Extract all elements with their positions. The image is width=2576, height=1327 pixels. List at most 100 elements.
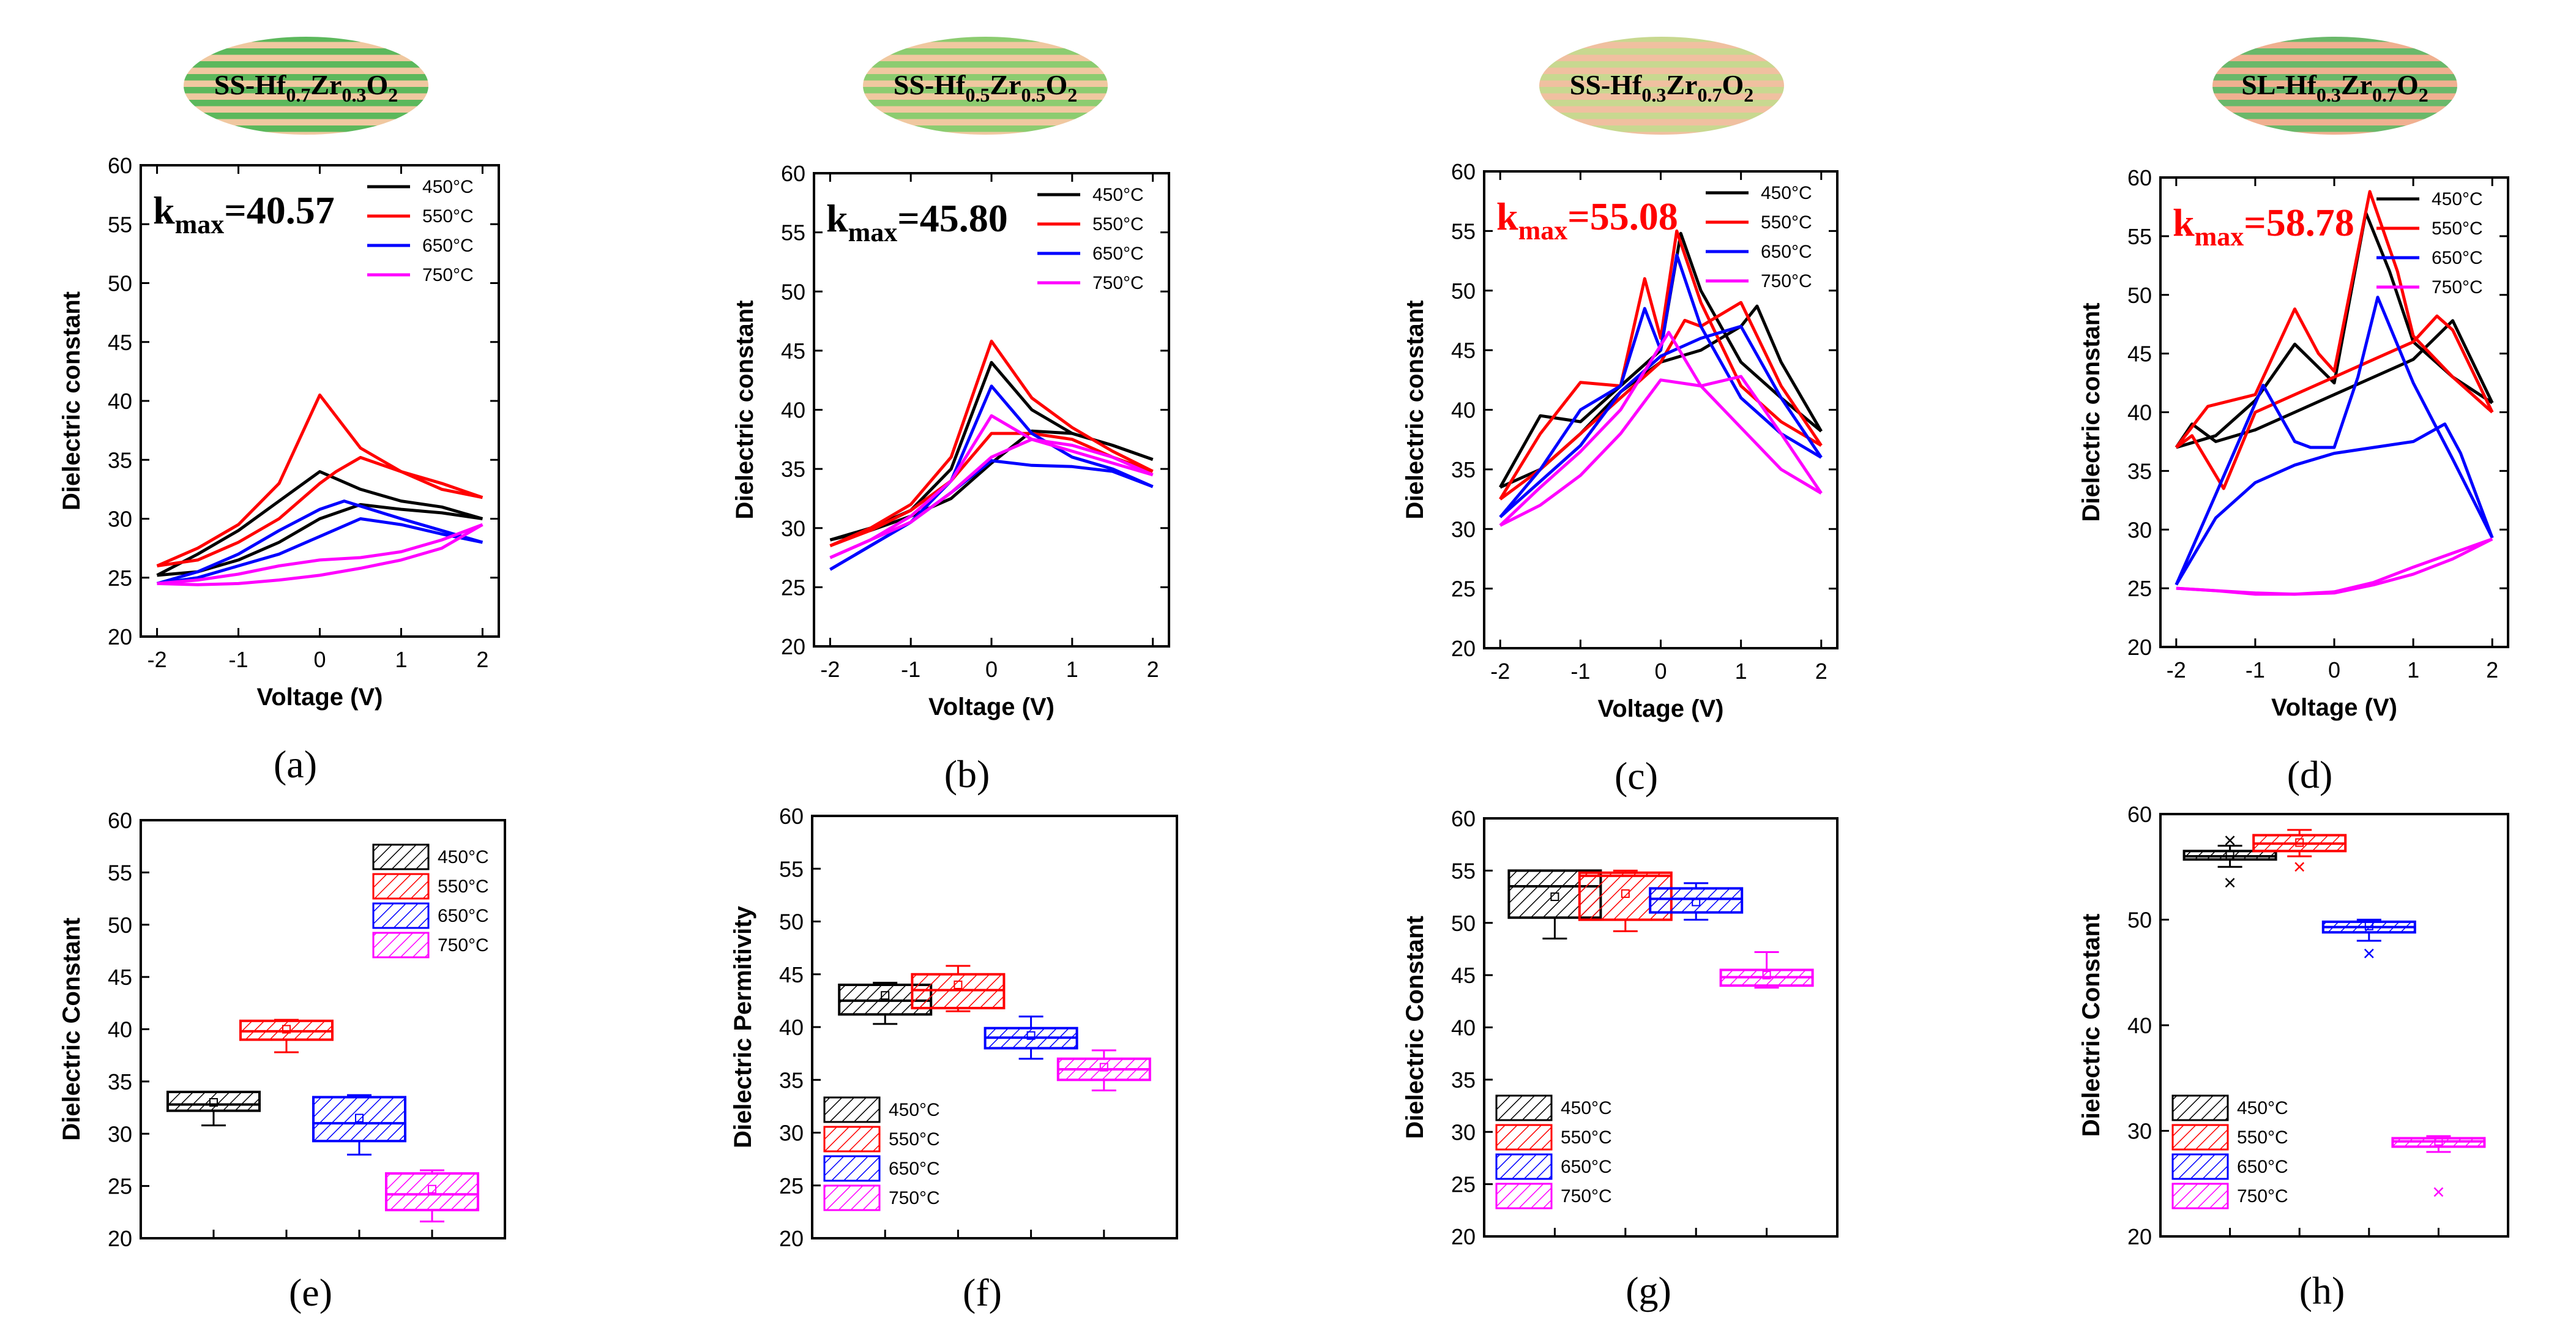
y-tick-label: 60 (108, 808, 132, 833)
series-line-650-reverse (157, 517, 483, 585)
x-tick-label: 0 (313, 647, 326, 672)
box-650 (984, 1015, 1078, 1060)
panel-title: SL-Hf0.3​Zr0.7​O2​ (2241, 69, 2429, 106)
box-750 (1056, 1049, 1151, 1091)
series-line-650-reverse (829, 459, 1154, 571)
box-mean (1762, 971, 1771, 980)
kmax-k: k (153, 189, 175, 232)
title-stripe (1539, 132, 1784, 135)
kmax-k: k (826, 196, 848, 240)
panel-label: (b) (944, 752, 990, 796)
x-tick-label: 0 (1654, 659, 1667, 684)
x-tick-label: -1 (2246, 657, 2265, 682)
y-tick-label: 55 (2127, 224, 2152, 249)
y-tick-label: 50 (781, 279, 805, 304)
outlier-stroke-b (2433, 1187, 2444, 1197)
y-tick-label: 55 (1451, 858, 1476, 883)
y-tick-label: 45 (1451, 338, 1476, 363)
y-tick-label: 60 (2127, 165, 2152, 190)
title-stripe (184, 100, 428, 107)
legend-label: 750°C (1761, 271, 1812, 291)
title-stripe (184, 80, 428, 87)
y-axis-label: Dielectric constant (1402, 301, 1428, 520)
y-tick-label: 40 (781, 398, 805, 423)
title-stripe (863, 37, 1108, 42)
title-stripe (2212, 48, 2457, 55)
legend-label: 750°C (422, 265, 474, 285)
legend-label: 750°C (1561, 1186, 1612, 1206)
panel-title: SS-Hf0.3​Zr0.7​O2​ (1570, 69, 1753, 106)
y-tick-label: 40 (1451, 1015, 1476, 1041)
legend-swatch (823, 1096, 881, 1123)
title-subscript: 0.7 (286, 84, 310, 106)
y-axis-label: Dielectric constant (2078, 303, 2105, 522)
title-stripe (863, 100, 1108, 107)
y-tick-label: 35 (779, 1067, 804, 1093)
title-stripe (863, 87, 1108, 94)
y-axis-label: Dielectric Constant (1402, 916, 1428, 1139)
series-line-550-reverse (157, 455, 483, 567)
y-tick-label: 45 (781, 338, 805, 364)
y-tick-label: 25 (1451, 1172, 1476, 1197)
box-mean (881, 991, 890, 1000)
box-outlier (2364, 948, 2374, 959)
title-subscript: 0.3 (1641, 84, 1666, 106)
title-stripe (863, 67, 1108, 74)
title-subscript: 0.7 (1697, 84, 1722, 106)
title-stripe (2212, 125, 2457, 132)
box-body (1649, 887, 1744, 914)
y-tick-label: 40 (108, 1017, 132, 1042)
x-tick-label: 2 (2486, 657, 2498, 682)
box-650 (2321, 919, 2416, 959)
curves (2175, 190, 2494, 596)
y-tick-label: 20 (779, 1226, 804, 1251)
kmax-value: =45.80 (897, 196, 1007, 240)
title-text: Zr (2341, 69, 2372, 100)
legend-label: 550°C (2237, 1127, 2288, 1148)
y-tick-label: 30 (108, 1121, 132, 1146)
legend-label: 550°C (2432, 219, 2483, 239)
top-row: SS-Hf0.7​Zr0.3​O2​202530354045505560-2-1… (58, 37, 2509, 798)
legend-label: 550°C (1761, 212, 1812, 233)
panel-f: 20 25 30 35 40 45 50 55 60 Dielectric Permitivity… (730, 804, 1178, 1314)
y-tick-label: 40 (108, 389, 132, 414)
y-tick-label: 40 (2127, 400, 2152, 425)
title-stripe (863, 74, 1108, 81)
series-line-550-forward (2175, 190, 2493, 449)
title-subscript: 0.5 (1021, 84, 1045, 106)
title-stripe (184, 74, 428, 81)
legend-swatch (2171, 1124, 2229, 1151)
y-tick-label: 35 (108, 447, 132, 473)
title-stripe (2212, 106, 2457, 113)
curves (156, 393, 483, 586)
kmax-sub: max (1518, 215, 1568, 245)
curves (1499, 229, 1823, 527)
title-stripe (863, 48, 1108, 55)
title-stripe (1539, 119, 1784, 125)
title-subscript: 0.7 (2372, 84, 2397, 106)
title-stripe (1539, 87, 1784, 94)
series-line-750-reverse (157, 523, 483, 586)
title-text: SS-Hf (894, 69, 966, 100)
title-text: Zr (310, 69, 342, 100)
x-tick-label: 1 (1066, 657, 1078, 682)
x-tick-label: -1 (1570, 659, 1590, 684)
y-tick-label: 25 (108, 566, 132, 591)
title-text: Zr (990, 69, 1021, 100)
panel-label: (e) (289, 1271, 332, 1314)
legend-label: 550°C (889, 1129, 940, 1149)
series-line-650-forward (156, 499, 483, 585)
title-stripe (863, 119, 1108, 125)
outlier-stroke-b (2294, 862, 2305, 872)
y-tick-label: 20 (1451, 1224, 1476, 1249)
legend-swatch (823, 1126, 881, 1153)
y-tick-label: 25 (781, 575, 805, 600)
title-stripe (1539, 54, 1784, 61)
title-stripe (2212, 87, 2457, 94)
kmax-sub: max (175, 209, 225, 239)
title-subscript: 0.3 (2317, 84, 2341, 106)
title-stripe (2212, 42, 2457, 48)
title-stripe (184, 67, 428, 74)
y-tick-label: 25 (108, 1174, 132, 1199)
title-badge (184, 37, 428, 135)
